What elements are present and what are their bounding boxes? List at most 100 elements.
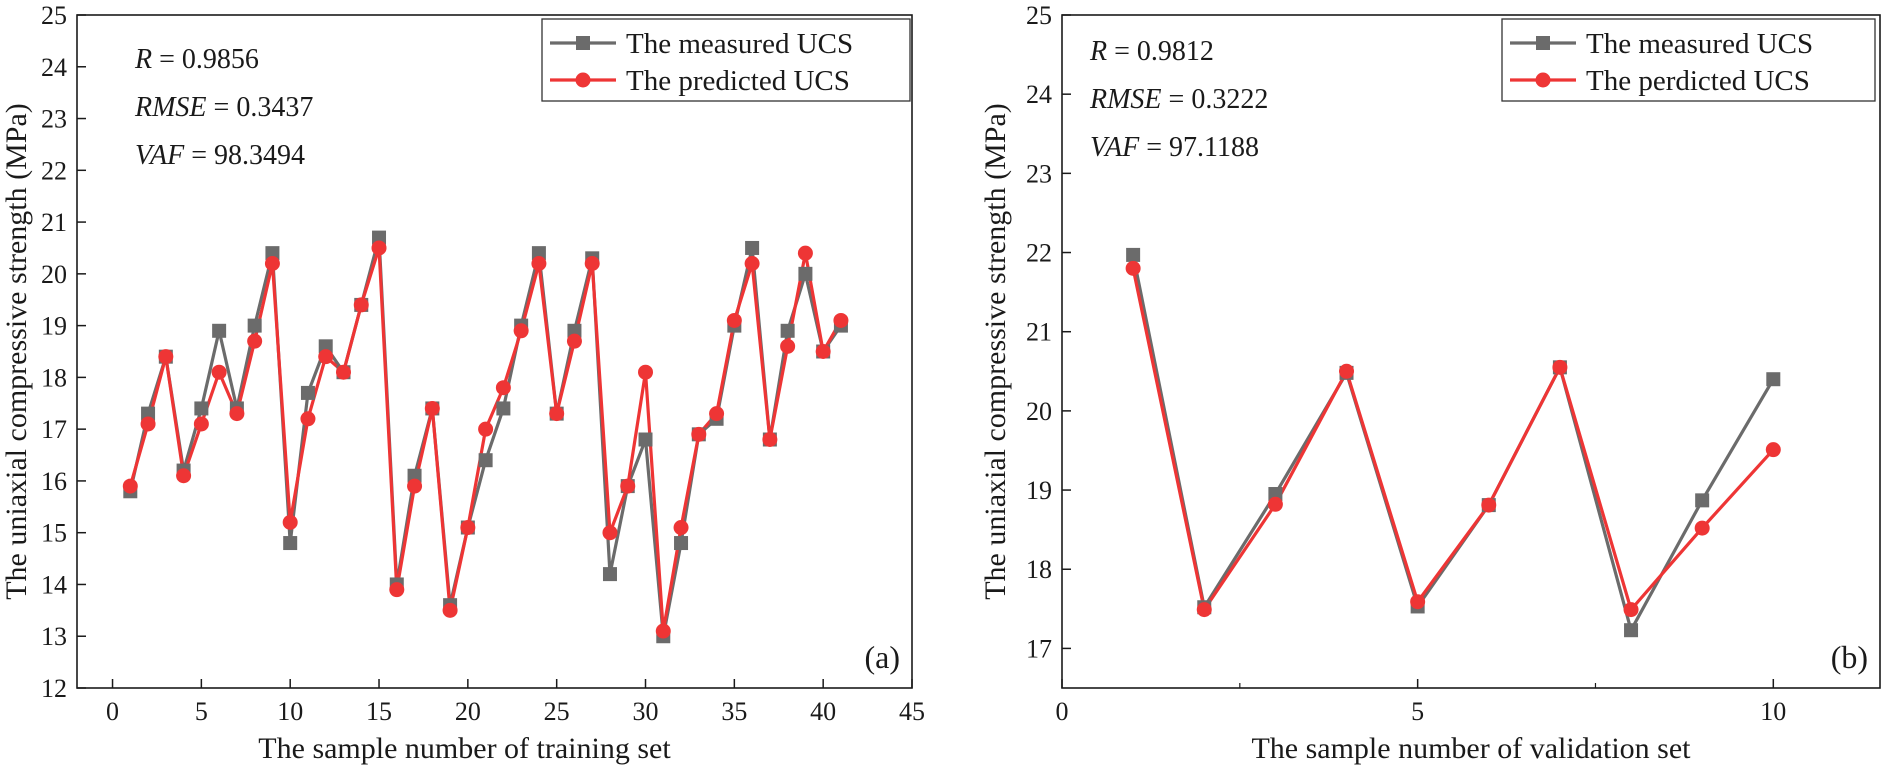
predicted-point — [1765, 442, 1781, 458]
measured-point — [283, 536, 298, 551]
predicted-series-line — [1131, 268, 1775, 612]
r-stat: R = 0.9856 — [134, 44, 259, 75]
y-tick-label: 15 — [41, 519, 67, 548]
measured-point — [141, 406, 156, 421]
predicted-point — [584, 255, 600, 271]
y-axis-title: The uniaxial compressive strength (MPa) — [979, 103, 1012, 600]
predicted-point — [353, 297, 369, 313]
predicted-point — [726, 312, 742, 328]
predicted-point — [1481, 497, 1497, 513]
x-tick-label: 25 — [544, 697, 570, 726]
predicted-point — [602, 525, 618, 541]
predicted-point — [1552, 359, 1568, 375]
predicted-point — [247, 333, 263, 349]
stat-name: RMSE — [134, 92, 207, 123]
y-tick-label: 20 — [41, 260, 67, 289]
predicted-point — [1410, 594, 1426, 610]
predicted-point — [638, 364, 654, 380]
predicted-point — [762, 432, 778, 448]
measured-point — [496, 401, 511, 416]
predicted-point — [211, 364, 227, 380]
legend-label: The perdicted UCS — [1586, 65, 1810, 97]
panel-label: (a) — [864, 639, 900, 675]
x-tick-label: 10 — [1760, 697, 1786, 726]
stat-value: = 0.9856 — [152, 44, 259, 75]
predicted-point — [833, 312, 849, 328]
predicted-point — [744, 255, 760, 271]
legend-label: The measured UCS — [626, 28, 853, 60]
predicted-point — [140, 416, 156, 432]
y-tick-label: 18 — [41, 363, 67, 392]
predicted-point — [193, 416, 209, 432]
predicted-point — [495, 380, 511, 396]
plot-frame — [76, 14, 913, 689]
measured-point — [372, 230, 387, 245]
y-tick-label: 19 — [41, 312, 67, 341]
y-tick-label: 18 — [1026, 555, 1052, 584]
y-tick-label: 16 — [41, 467, 67, 496]
predicted-point — [318, 349, 334, 365]
x-axis-title: The sample number of training set — [258, 732, 671, 765]
predicted-point — [655, 623, 671, 639]
predicted-point — [1339, 363, 1355, 379]
predicted-point — [1694, 520, 1710, 536]
predicted-point — [407, 478, 423, 494]
measured-point — [567, 323, 582, 338]
x-tick-label: 45 — [899, 697, 925, 726]
measured-point — [745, 240, 760, 255]
measured-point — [318, 339, 333, 354]
y-tick-label: 13 — [41, 622, 67, 651]
y-tick-label: 24 — [41, 53, 67, 82]
measured-point — [265, 246, 280, 261]
x-tick-label: 10 — [277, 697, 303, 726]
legend-circle-marker — [1535, 72, 1551, 88]
measured-point — [602, 567, 617, 582]
measured-point — [300, 385, 315, 400]
x-tick-label: 30 — [633, 697, 659, 726]
predicted-series-line — [128, 246, 843, 633]
measured-point — [1695, 493, 1710, 508]
x-tick-label: 15 — [366, 697, 392, 726]
x-tick-label: 5 — [195, 697, 208, 726]
predicted-point — [460, 520, 476, 536]
predicted-point — [264, 255, 280, 271]
x-tick-label: 40 — [810, 697, 836, 726]
stat-value: = 97.1188 — [1139, 132, 1259, 163]
predicted-point — [1125, 260, 1141, 276]
y-axis-title: The uniaxial compressive strength (MPa) — [0, 103, 33, 600]
predicted-point — [709, 406, 725, 422]
measured-point — [407, 468, 422, 483]
stat-value: = 0.3437 — [207, 92, 314, 123]
predicted-point — [549, 406, 565, 422]
panel-label: (b) — [1831, 639, 1868, 675]
y-tick-label: 23 — [1026, 159, 1052, 188]
legend-square-marker — [1536, 36, 1550, 50]
stat-name: VAF — [1090, 132, 1140, 163]
predicted-point — [176, 468, 192, 484]
predicted-point — [513, 323, 529, 339]
legend-label: The predicted UCS — [626, 65, 850, 97]
rmse-stat: RMSE = 0.3222 — [1089, 84, 1268, 115]
x-tick-label: 20 — [455, 697, 481, 726]
predicted-point — [300, 411, 316, 427]
predicted-point — [229, 406, 245, 422]
predicted-point — [1623, 602, 1639, 618]
predicted-point — [531, 255, 547, 271]
predicted-point — [620, 478, 636, 494]
stat-value: = 0.9812 — [1107, 36, 1214, 67]
x-axis-title: The sample number of validation set — [1251, 732, 1691, 765]
predicted-point — [442, 602, 458, 618]
predicted-point — [797, 245, 813, 261]
stat-value: = 98.3494 — [184, 140, 305, 171]
measured-point — [1126, 247, 1141, 262]
legend-label: The measured UCS — [1586, 28, 1813, 60]
predicted-point — [673, 520, 689, 536]
measured-point — [478, 453, 493, 468]
measured-point — [1766, 372, 1781, 387]
measured-point — [194, 401, 209, 416]
y-tick-label: 20 — [1026, 397, 1052, 426]
predicted-point — [1196, 602, 1212, 618]
measured-point — [1268, 487, 1283, 502]
plot-frame — [1061, 14, 1881, 689]
measured-point — [212, 323, 227, 338]
